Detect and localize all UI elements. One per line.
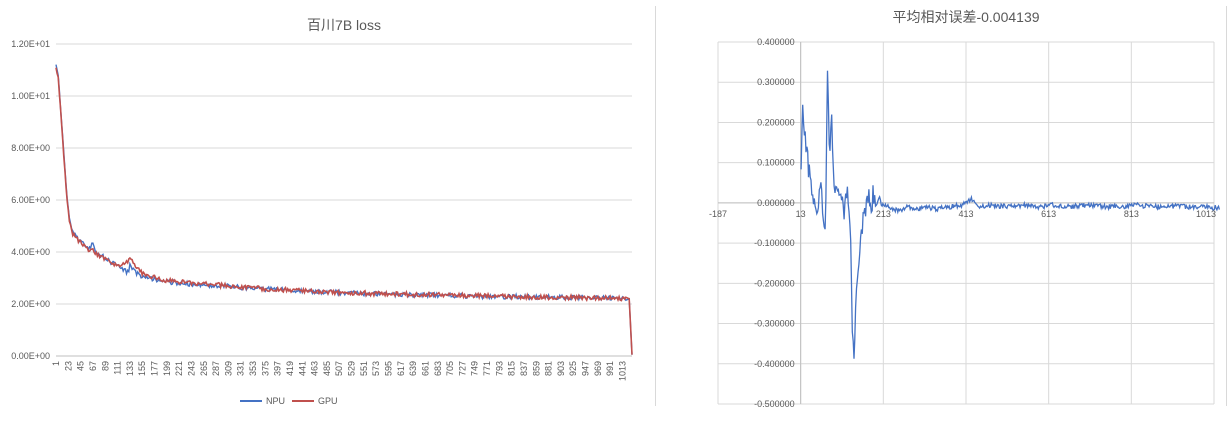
x-tick-label: 727	[457, 361, 467, 376]
y-tick-label: 0.00E+00	[11, 351, 50, 361]
relative-error-chart: 平均相对误差-0.004139 -0.500000 -0.400000 -0.3000…	[709, 9, 1221, 409]
chart-panel-relative-error: 平均相对误差-0.004139 -0.500000 -0.400000 -0.3000…	[690, 0, 1230, 426]
x-tick-label: 331	[236, 361, 246, 376]
x-tick-label: 991	[605, 361, 615, 376]
x-tick-label: 265	[199, 361, 209, 376]
x-tick-label: 89	[100, 361, 110, 371]
x-tick-label: 617	[396, 361, 406, 376]
y-tick-label: -0.400000	[754, 359, 795, 369]
x-tick-label: 463	[310, 361, 320, 376]
x-tick-label: 551	[359, 361, 369, 376]
chart-title: 百川7B loss	[307, 17, 381, 33]
x-tick-label: 815	[507, 361, 517, 376]
y-tick-label: 6.00E+00	[11, 195, 50, 205]
x-tick-label: 613	[1041, 209, 1056, 219]
x-tick-label: 947	[581, 361, 591, 376]
x-tick-label: 287	[211, 361, 221, 376]
y-tick-label: -0.100000	[754, 238, 795, 248]
x-tick-label: 221	[174, 361, 184, 376]
x-tick-label: 595	[384, 361, 394, 376]
x-tick-label: 683	[433, 361, 443, 376]
series-line-relative-error	[800, 70, 1221, 359]
x-tick-label: 771	[482, 361, 492, 376]
x-tick-label: 413	[958, 209, 973, 219]
x-tick-label: 375	[260, 361, 270, 376]
x-tick-label: 155	[137, 361, 147, 376]
x-tick-label: 1013	[617, 361, 627, 381]
x-tick-label: 969	[593, 361, 603, 376]
x-tick-label: 573	[371, 361, 381, 376]
x-tick-label: 813	[1124, 209, 1139, 219]
x-tick-label: 705	[445, 361, 455, 376]
x-tick-label: 485	[322, 361, 332, 376]
x-tick-label: 111	[113, 361, 123, 375]
panel-border	[1226, 6, 1227, 406]
y-tick-label: 0.400000	[757, 37, 795, 47]
y-tick-label: -0.200000	[754, 278, 795, 288]
x-tick-label: 925	[568, 361, 578, 376]
x-tick-label: -187	[709, 209, 727, 219]
loss-chart: 百川7B loss 0.00E+00 2.00E+00 4.00E+00 6.00E+0…	[11, 17, 633, 406]
x-tick-label: 23	[63, 361, 73, 371]
x-tick-label: 67	[88, 361, 98, 371]
panel-divider	[655, 6, 656, 406]
x-tick-label: 213	[876, 209, 891, 219]
y-tick-label: -0.500000	[754, 399, 795, 409]
x-tick-label: 507	[334, 361, 344, 376]
x-tick-label: 441	[297, 361, 307, 376]
y-tick-label: 8.00E+00	[11, 143, 50, 153]
x-tick-label: 529	[347, 361, 357, 376]
y-tick-label: 4.00E+00	[11, 247, 50, 257]
x-tick-label: 133	[125, 361, 135, 376]
legend-label-gpu: GPU	[318, 396, 338, 406]
y-tick-label: 0.100000	[757, 158, 795, 168]
y-tick-label: 0.000000	[757, 198, 795, 208]
x-tick-label: 749	[470, 361, 480, 376]
series-line-gpu	[55, 67, 633, 355]
y-tick-label: 1.20E+01	[11, 39, 50, 49]
x-tick-label: 177	[150, 361, 160, 376]
x-tick-label: 45	[76, 361, 86, 371]
x-tick-label: 881	[544, 361, 554, 376]
x-tick-label: 903	[556, 361, 566, 376]
chart-title: 平均相对误差-0.004139	[892, 9, 1039, 25]
y-tick-label: 1.00E+01	[11, 91, 50, 101]
x-tick-label: 639	[408, 361, 418, 376]
x-tick-label: 419	[285, 361, 295, 376]
series-line-npu	[55, 64, 633, 355]
x-tick-label: 1	[51, 361, 61, 366]
legend-label-npu: NPU	[266, 396, 285, 406]
y-tick-label: 0.300000	[757, 77, 795, 87]
x-tick-label: 837	[519, 361, 529, 376]
x-tick-label: 309	[223, 361, 233, 376]
x-tick-label: 243	[186, 361, 196, 376]
chart-panel-loss: 百川7B loss 0.00E+00 2.00E+00 4.00E+00 6.00E+0…	[11, 17, 633, 406]
x-tick-label: 353	[248, 361, 258, 376]
x-tick-label: 661	[420, 361, 430, 376]
x-tick-label: 13	[796, 209, 806, 219]
y-tick-label: 2.00E+00	[11, 299, 50, 309]
y-tick-label: 0.200000	[757, 117, 795, 127]
x-tick-label: 859	[531, 361, 541, 376]
x-tick-label: 199	[162, 361, 172, 376]
x-tick-label: 397	[273, 361, 283, 376]
x-tick-label: 793	[494, 361, 504, 376]
x-tick-label: 1013	[1196, 209, 1216, 219]
y-tick-label: -0.300000	[754, 319, 795, 329]
